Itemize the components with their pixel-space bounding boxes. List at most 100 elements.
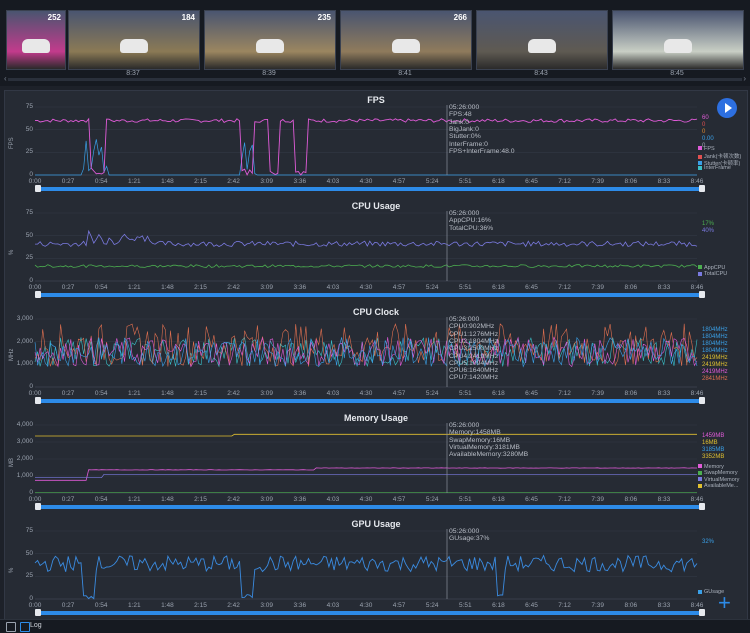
- expand-icon[interactable]: [6, 622, 16, 632]
- x-tick-label: 2:15: [194, 390, 207, 397]
- x-tick-label: 4:03: [326, 284, 340, 291]
- legend-item[interactable]: VirtualMemory: [698, 477, 739, 483]
- legend-item[interactable]: Memory: [698, 464, 724, 470]
- x-tick-label: 1:48: [161, 390, 174, 397]
- tooltip-line: VirtualMemory:3181MB: [449, 443, 520, 451]
- slider-handle-end[interactable]: [699, 609, 705, 616]
- tooltip-line: CPU1:1276MHz: [449, 330, 499, 338]
- time-range-slider[interactable]: [35, 291, 705, 298]
- legend-swatch: [698, 483, 702, 488]
- x-tick-label: 1:21: [127, 602, 141, 609]
- thumbnail-frame[interactable]: 184: [68, 10, 200, 70]
- slider-handle-start[interactable]: [35, 609, 41, 616]
- x-tick-label: 0:00: [28, 496, 42, 503]
- x-tick-label: 3:36: [293, 284, 307, 291]
- log-icon[interactable]: [20, 622, 30, 632]
- legend-label: VirtualMemory: [704, 476, 740, 483]
- x-tick-label: 1:48: [161, 284, 174, 291]
- scroll-left-icon[interactable]: ‹: [4, 74, 7, 83]
- chart-svg: [34, 211, 698, 282]
- series-line: [34, 323, 698, 367]
- current-value: 1804MHz: [702, 334, 728, 340]
- tooltip-line: Jank:0: [449, 118, 470, 126]
- y-tick-label: 2,000: [16, 455, 33, 462]
- series-line: [34, 554, 698, 600]
- log-label[interactable]: Log: [30, 622, 42, 629]
- legend-item[interactable]: FPS: [698, 146, 715, 152]
- x-tick-label: 7:12: [558, 178, 571, 185]
- add-chart-button[interactable]: +: [718, 590, 731, 615]
- thumbnail-scrollbar[interactable]: [8, 78, 742, 81]
- legend-swatch: [698, 589, 702, 594]
- x-tick-label: 6:45: [525, 284, 538, 291]
- time-range-slider[interactable]: [35, 503, 705, 510]
- x-tick-label: 2:15: [194, 496, 207, 503]
- x-tick-label: 2:42: [227, 284, 240, 291]
- scroll-right-icon[interactable]: ›: [743, 74, 746, 83]
- tooltip-line: InterFrame:0: [449, 140, 488, 148]
- legend-item[interactable]: SwapMemory: [698, 470, 738, 476]
- tooltip-line: AvailableMemory:3280MB: [449, 451, 529, 459]
- chart-area: FPS FPS 75 50 25 0 0:00 0:27 0:54 1:21 1:48 2:15 2:4…: [4, 90, 748, 620]
- x-tick-label: 0:27: [61, 602, 75, 609]
- current-value: 16MB: [702, 440, 718, 446]
- thumbnail-score: 235: [317, 13, 331, 22]
- x-tick-label: 4:03: [326, 602, 340, 609]
- tooltip-line: FPS+InterFrame:48.0: [449, 147, 515, 155]
- legend-item[interactable]: AppCPU: [698, 265, 725, 271]
- x-tick-label: 7:12: [558, 496, 571, 503]
- legend-item[interactable]: Stutter(卡顿率): [698, 159, 740, 167]
- x-tick-label: 8:06: [624, 390, 638, 397]
- slider-handle-end[interactable]: [699, 503, 705, 510]
- chart-svg: [34, 529, 698, 600]
- legend-item[interactable]: TotalCPU: [698, 271, 727, 277]
- current-value: 0: [702, 143, 706, 149]
- slider-handle-start[interactable]: [35, 291, 41, 298]
- thumbnail-strip: 252 184 8:37 235 8:39 266 8:41 8:43 8:45 ‹ ›: [0, 0, 750, 86]
- thumbnail-frame[interactable]: [476, 10, 608, 70]
- play-button[interactable]: [717, 98, 737, 118]
- thumbnail-car: [528, 39, 556, 53]
- legend-label: SwapMemory: [704, 470, 738, 476]
- x-tick-label: 8:06: [624, 602, 638, 609]
- slider-handle-start[interactable]: [35, 397, 41, 404]
- thumbnail-frame[interactable]: [612, 10, 744, 70]
- x-tick-label: 0:54: [94, 602, 108, 609]
- x-tick-label: 1:21: [127, 496, 141, 503]
- legend-swatch: [698, 265, 702, 270]
- tooltip-line: CPU6:1640MHz: [449, 367, 499, 375]
- series-line: [34, 117, 698, 176]
- thumbnail-frame[interactable]: 235: [204, 10, 336, 70]
- y-tick-label: 75: [25, 209, 33, 216]
- legend-item[interactable]: AvailableMe...: [698, 483, 738, 489]
- play-icon: [725, 103, 732, 113]
- legend-label: AppCPU: [704, 264, 726, 271]
- x-tick-label: 1:48: [161, 602, 174, 609]
- x-tick-label: 8:33: [657, 284, 671, 291]
- x-tick-label: 5:24: [425, 284, 439, 291]
- legend-item[interactable]: InterFrame: [698, 165, 731, 171]
- time-range-slider[interactable]: [35, 609, 705, 616]
- slider-handle-end[interactable]: [699, 185, 705, 192]
- slider-handle-end[interactable]: [699, 291, 705, 298]
- time-range-slider[interactable]: [35, 185, 705, 192]
- legend-swatch: [698, 161, 702, 166]
- thumbnail-car: [664, 39, 692, 53]
- time-range-slider[interactable]: [35, 397, 705, 404]
- thumbnail-frame[interactable]: 266: [340, 10, 472, 70]
- slider-handle-start[interactable]: [35, 503, 41, 510]
- thumbnail-frame[interactable]: 252: [6, 10, 66, 70]
- slider-handle-end[interactable]: [699, 397, 705, 404]
- x-tick-label: 0:00: [28, 178, 42, 185]
- x-tick-label: 0:54: [94, 496, 108, 503]
- current-value: 1804MHz: [702, 341, 728, 347]
- thumbnail-time: 8:39: [262, 70, 276, 77]
- chart-title: FPS: [367, 95, 385, 105]
- legend-item[interactable]: GUsage: [698, 589, 724, 595]
- legend-item[interactable]: Jank(卡顿次数): [698, 152, 741, 160]
- legend-swatch: [698, 146, 702, 151]
- x-tick-label: 2:42: [227, 178, 240, 185]
- tooltip-line: SwapMemory:16MB: [449, 436, 511, 444]
- slider-handle-start[interactable]: [35, 185, 41, 192]
- x-tick-label: 8:33: [657, 602, 671, 609]
